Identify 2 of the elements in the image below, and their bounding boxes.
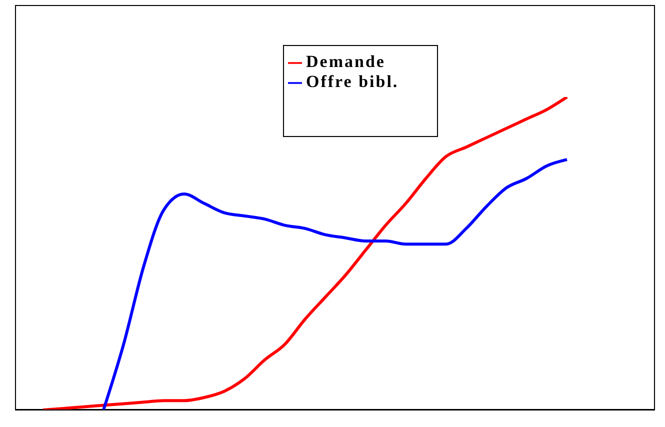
legend-label: Offre bibl. [306,72,399,91]
legend-label: Demande [306,52,386,71]
